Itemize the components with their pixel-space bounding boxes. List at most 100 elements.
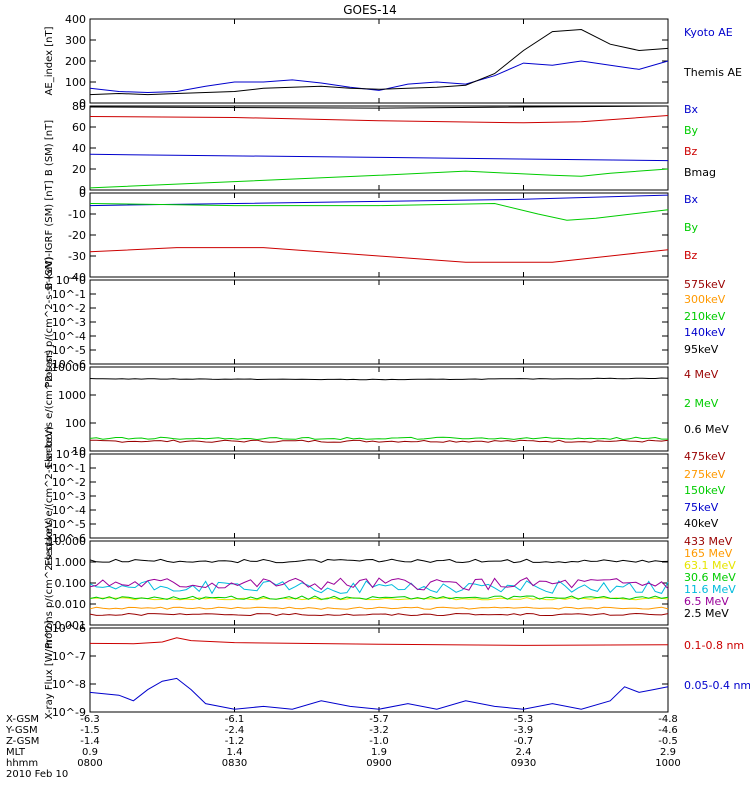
panel-frame — [89, 105, 669, 191]
y-tick-label: 0 — [79, 97, 86, 110]
axis-value: -5.7 — [369, 714, 389, 725]
legend-label: Bz — [684, 145, 698, 158]
legend-label: 210keV — [684, 310, 726, 323]
y-tick-label: 10000 — [51, 361, 86, 374]
axis-row-label: Z-GSM — [6, 736, 39, 747]
y-tick-label: 10^-7 — [52, 650, 86, 663]
y-tick-label: 10 — [72, 445, 86, 458]
y-tick-label: 10^-4 — [52, 330, 86, 343]
y-tick-label: 10^0 — [56, 448, 86, 461]
legend-label: Bx — [684, 193, 699, 206]
y-tick-label: 10^-2 — [52, 476, 86, 489]
axis-row-label: MLT — [6, 747, 26, 758]
y-tick-label: 10.000 — [48, 535, 87, 548]
y-axis-label: AE_index [nT] — [44, 26, 55, 95]
axis-value: 0830 — [222, 758, 247, 769]
legend-label: 475keV — [684, 450, 726, 463]
legend-label: 30.6 MeV — [684, 571, 736, 584]
panel-3: -40 -30 -20 -10 0 B (SM)-IGRF (SM) [nT] — [44, 180, 669, 290]
axis-value: 1000 — [655, 758, 680, 769]
legend-label: 2.5 MeV — [684, 607, 729, 620]
axis-value: 0930 — [511, 758, 536, 769]
legend-label: 11.6 MeV — [684, 583, 736, 596]
legend-label: 95keV — [684, 343, 719, 356]
series-line-165-mev — [89, 606, 669, 610]
legend-label: By — [684, 124, 699, 137]
y-tick-label: 100 — [65, 417, 86, 430]
axis-value: -4.8 — [658, 714, 678, 725]
y-tick-label: 60 — [72, 121, 86, 134]
series-line-bmag — [89, 105, 669, 109]
y-tick-label: 10^-5 — [52, 518, 86, 531]
axis-value: 2.9 — [660, 747, 676, 758]
y-tick-label: 10^-3 — [52, 316, 86, 329]
y-tick-label: 0 — [79, 187, 86, 200]
axis-row-label: hhmm — [6, 758, 38, 769]
legend-label: By — [684, 221, 699, 234]
panel-frame — [89, 279, 669, 365]
series-line-11-6-mev — [89, 580, 669, 595]
y-tick-label: 10^-1 — [52, 462, 86, 475]
series-line-0-6-mev — [89, 377, 669, 381]
y-tick-label: 0.100 — [55, 577, 87, 590]
legend-label: 150keV — [684, 484, 726, 497]
axis-value: -2.4 — [225, 725, 245, 736]
legend-label: 75keV — [684, 501, 719, 514]
y-tick-label: 0.001 — [55, 619, 87, 632]
legend-label: 140keV — [684, 326, 726, 339]
legend-label: 63.1 MeV — [684, 559, 736, 572]
series-line-kyoto-ae — [89, 60, 669, 94]
panel-frame — [89, 627, 669, 713]
legend-label: 275keV — [684, 468, 726, 481]
axis-value: 0800 — [77, 758, 102, 769]
y-tick-label: 1000 — [58, 389, 86, 402]
y-tick-label: 400 — [65, 13, 86, 26]
y-tick-label: 10^-6 — [52, 532, 86, 545]
y-axis-label: Electrons e/(cm^2-s-sr) — [44, 350, 55, 469]
legend-label: 0.1-0.8 nm — [684, 639, 744, 652]
series-line-0-1-0-8-nm — [89, 637, 669, 646]
series-line-by — [89, 202, 669, 221]
series-line-bz — [89, 247, 669, 263]
axis-row-label: Y-GSM — [5, 725, 38, 736]
y-tick-label: 40 — [72, 142, 86, 155]
series-line-bx — [89, 153, 669, 162]
axis-row-label: 2010 Feb 10 — [6, 769, 68, 780]
y-tick-label: 0.010 — [55, 598, 87, 611]
plot-title: GOES-14 — [343, 3, 397, 17]
y-tick-label: 10^0 — [56, 274, 86, 287]
series-line-433-mev — [89, 612, 669, 617]
axis-value: -3.2 — [369, 725, 389, 736]
y-axis-label: Electrons e/(cm^2-s-sr-keV) — [44, 426, 55, 566]
panel-frame — [89, 453, 669, 539]
legend-label: 0.05-0.4 nm — [684, 679, 750, 692]
axis-value: -5.3 — [514, 714, 534, 725]
y-tick-label: 10^-9 — [52, 706, 86, 719]
legend-label: Themis AE — [683, 66, 742, 79]
y-tick-label: -30 — [68, 250, 86, 263]
legend-label: 575keV — [684, 278, 726, 291]
y-tick-label: 100 — [65, 76, 86, 89]
axis-row-label: X-GSM — [6, 714, 39, 725]
series-line-4-mev — [89, 439, 669, 443]
axis-value: -6.3 — [80, 714, 100, 725]
panel-1: 0 100 200 300 400 AE_index [nT] — [44, 13, 669, 110]
y-tick-label: 1.000 — [55, 556, 87, 569]
axis-value: 1.4 — [227, 747, 243, 758]
y-axis-label: X-ray Flux [W/m^2] — [44, 621, 55, 720]
panels: 0 100 200 300 400 AE_index [nT] 0 20 40 60 80 B (SM… — [44, 13, 669, 720]
y-tick-label: 10^-2 — [52, 302, 86, 315]
y-tick-label: -40 — [68, 271, 86, 284]
series-line-0-05-0-4-nm — [89, 677, 669, 710]
y-tick-label: 10^-8 — [52, 678, 86, 691]
axis-value: -1.0 — [369, 736, 389, 747]
y-tick-label: 300 — [65, 34, 86, 47]
series-line-themis-ae — [89, 28, 669, 96]
y-tick-label: 10^-6 — [52, 622, 86, 635]
legend-label: Kyoto AE — [684, 26, 733, 39]
panel-2: 0 20 40 60 80 B (SM) [nT] — [44, 100, 669, 197]
y-axis-label: B (SM)-IGRF (SM) [nT] — [44, 180, 55, 289]
